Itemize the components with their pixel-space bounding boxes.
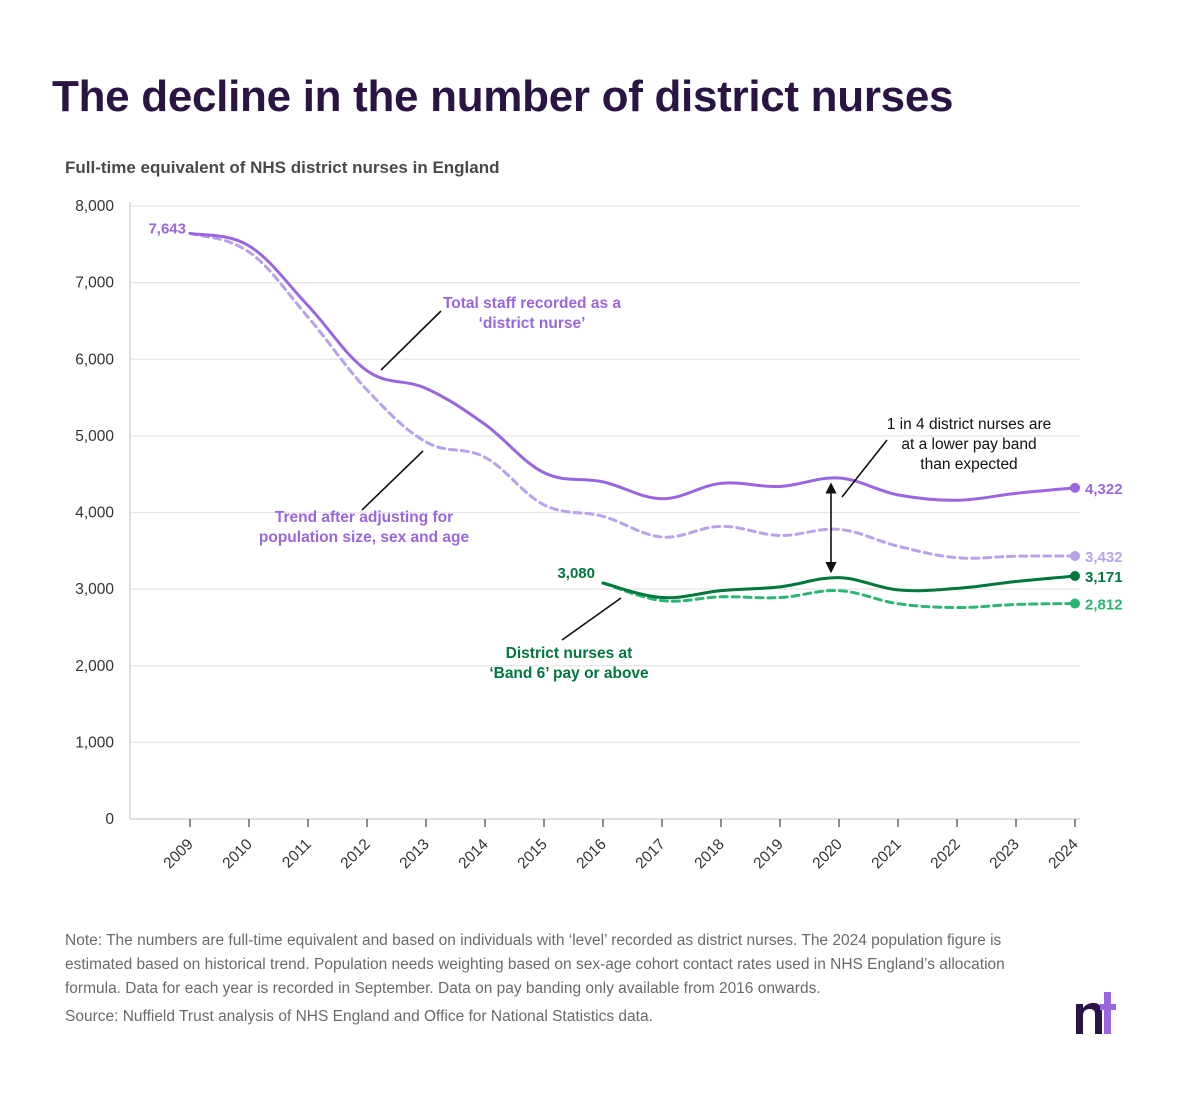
x-tick-label: 2009 — [160, 836, 196, 872]
annotation-total-staff: Total staff recorded as a — [443, 295, 621, 312]
series-line — [601, 574, 1077, 600]
y-tick-label: 0 — [105, 811, 114, 828]
x-tick-label: 2011 — [279, 836, 315, 872]
annotation-gap: than expected — [920, 456, 1017, 473]
x-tick-label: 2017 — [632, 836, 668, 872]
x-tick-label: 2014 — [455, 836, 492, 873]
y-tick-label: 6,000 — [75, 351, 114, 368]
x-tick-label: 2023 — [986, 836, 1022, 872]
x-tick-label: 2015 — [514, 836, 550, 872]
y-tick-label: 5,000 — [75, 428, 114, 445]
annotation-band6: ‘Band 6’ pay or above — [489, 665, 649, 682]
page-title: The decline in the number of district nu… — [52, 72, 954, 121]
annotation-band6: District nurses at — [506, 645, 633, 662]
line-chart: 0 1,000 2,000 3,000 4,000 5,000 6,000 7,000 8,00… — [75, 198, 1123, 873]
annotation-trend: Trend after adjusting for — [275, 509, 453, 526]
start-data-label: 7,643 — [148, 220, 186, 237]
annotation-gap: at a lower pay band — [901, 436, 1036, 453]
end-data-label: 3,171 — [1085, 569, 1123, 586]
y-tick-label: 1,000 — [75, 734, 114, 751]
start-data-label: 3,080 — [557, 565, 595, 582]
annotation-leader-line — [380, 310, 442, 371]
series-line — [601, 581, 1077, 610]
y-tick-label: 2,000 — [75, 658, 114, 675]
series-end-point — [1070, 482, 1080, 493]
x-tick-label: 2021 — [868, 836, 904, 872]
x-tick-label: 2020 — [809, 836, 846, 873]
annotation-leader-line — [361, 450, 424, 511]
series-end-point — [1070, 598, 1080, 609]
annotation-trend: population size, sex and age — [259, 529, 470, 546]
series-end-point — [1070, 551, 1080, 562]
series-line — [188, 231, 1077, 560]
x-tick-label: 2016 — [573, 836, 609, 872]
x-tick-label: 2022 — [927, 836, 963, 872]
nuffield-trust-logo-icon — [1076, 992, 1116, 1034]
annotation-gap: 1 in 4 district nurses are — [887, 416, 1052, 433]
y-tick-label: 4,000 — [75, 505, 114, 522]
annotation-leader-line — [561, 597, 622, 641]
chart-subtitle: Full-time equivalent of NHS district nur… — [65, 158, 500, 177]
y-tick-label: 7,000 — [75, 275, 114, 292]
x-tick-label: 2019 — [750, 836, 786, 872]
x-tick-label: 2010 — [219, 836, 256, 873]
x-tick-label: 2013 — [396, 836, 432, 872]
x-tick-label: 2012 — [337, 836, 373, 872]
end-data-label: 4,322 — [1085, 481, 1123, 498]
y-tick-label: 8,000 — [75, 198, 114, 215]
annotation-total-staff: ‘district nurse’ — [479, 315, 586, 332]
end-data-label: 3,432 — [1085, 549, 1123, 566]
x-tick-label: 2024 — [1045, 836, 1082, 873]
series-line — [188, 231, 1077, 502]
series-end-point — [1070, 571, 1080, 582]
x-tick-label: 2018 — [691, 836, 727, 872]
end-data-label: 2,812 — [1085, 597, 1123, 614]
chart-source: Source: Nuffield Trust analysis of NHS E… — [65, 1008, 653, 1025]
y-tick-label: 3,000 — [75, 581, 114, 598]
chart-note: Note: The numbers are full-time equivale… — [65, 932, 1005, 997]
annotation-leader-line — [841, 439, 888, 498]
